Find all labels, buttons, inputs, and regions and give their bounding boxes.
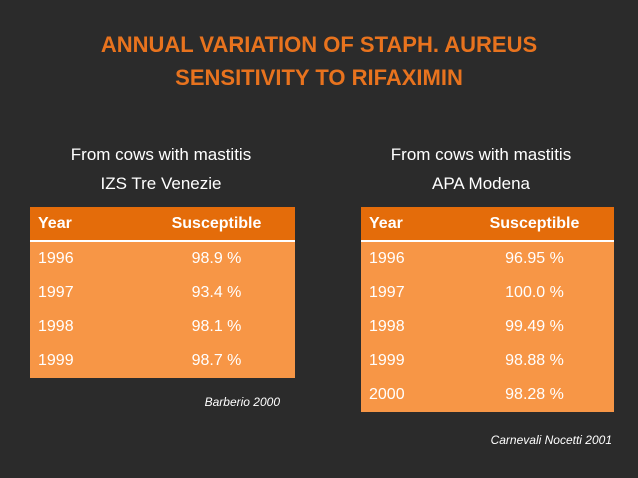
year-cell: 1998	[30, 310, 138, 344]
right-block-heading: From cows with mastitis APA Modena	[346, 140, 616, 198]
table-row: 2000 98.28 %	[361, 378, 614, 412]
column-header-year: Year	[361, 207, 455, 242]
year-cell: 1997	[361, 276, 455, 310]
right-heading-line1: From cows with mastitis	[390, 145, 572, 164]
susceptible-cell: 99.49 %	[455, 310, 614, 344]
susceptible-cell: 98.88 %	[455, 344, 614, 378]
left-heading-line2: IZS Tre Venezie	[100, 174, 222, 193]
table-row: 1997 93.4 %	[30, 276, 295, 310]
table-row: 1999 98.7 %	[30, 344, 295, 378]
right-susceptibility-table: Year Susceptible 1996 96.95 % 1997 100.0…	[361, 207, 614, 412]
susceptible-cell: 98.9 %	[138, 241, 295, 276]
year-cell: 1997	[30, 276, 138, 310]
year-cell: 1999	[361, 344, 455, 378]
slide-title: ANNUAL VARIATION OF STAPH. AUREUS SENSIT…	[0, 28, 638, 94]
year-cell: 1999	[30, 344, 138, 378]
susceptible-cell: 98.1 %	[138, 310, 295, 344]
table-header-row: Year Susceptible	[30, 207, 295, 242]
slide-title-line1: ANNUAL VARIATION OF STAPH. AUREUS	[100, 32, 538, 57]
table-row: 1999 98.88 %	[361, 344, 614, 378]
table-row: 1996 96.95 %	[361, 241, 614, 276]
table-row: 1997 100.0 %	[361, 276, 614, 310]
susceptible-cell: 100.0 %	[455, 276, 614, 310]
slide-title-line2: SENSITIVITY TO RIFAXIMIN	[175, 65, 463, 90]
left-heading-line1: From cows with mastitis	[70, 145, 252, 164]
column-header-susceptible: Susceptible	[455, 207, 614, 242]
susceptible-cell: 93.4 %	[138, 276, 295, 310]
table-row: 1996 98.9 %	[30, 241, 295, 276]
column-header-susceptible: Susceptible	[138, 207, 295, 242]
left-citation: Barberio 2000	[204, 395, 280, 409]
susceptible-cell: 96.95 %	[455, 241, 614, 276]
table-header-row: Year Susceptible	[361, 207, 614, 242]
year-cell: 2000	[361, 378, 455, 412]
table-row: 1998 98.1 %	[30, 310, 295, 344]
year-cell: 1996	[30, 241, 138, 276]
left-block-heading: From cows with mastitis IZS Tre Venezie	[30, 140, 292, 198]
right-citation: Carnevali Nocetti 2001	[490, 433, 612, 447]
year-cell: 1996	[361, 241, 455, 276]
column-header-year: Year	[30, 207, 138, 242]
susceptible-cell: 98.7 %	[138, 344, 295, 378]
left-susceptibility-table: Year Susceptible 1996 98.9 % 1997 93.4 %…	[30, 207, 295, 378]
table-row: 1998 99.49 %	[361, 310, 614, 344]
year-cell: 1998	[361, 310, 455, 344]
right-heading-line2: APA Modena	[432, 174, 530, 193]
susceptible-cell: 98.28 %	[455, 378, 614, 412]
